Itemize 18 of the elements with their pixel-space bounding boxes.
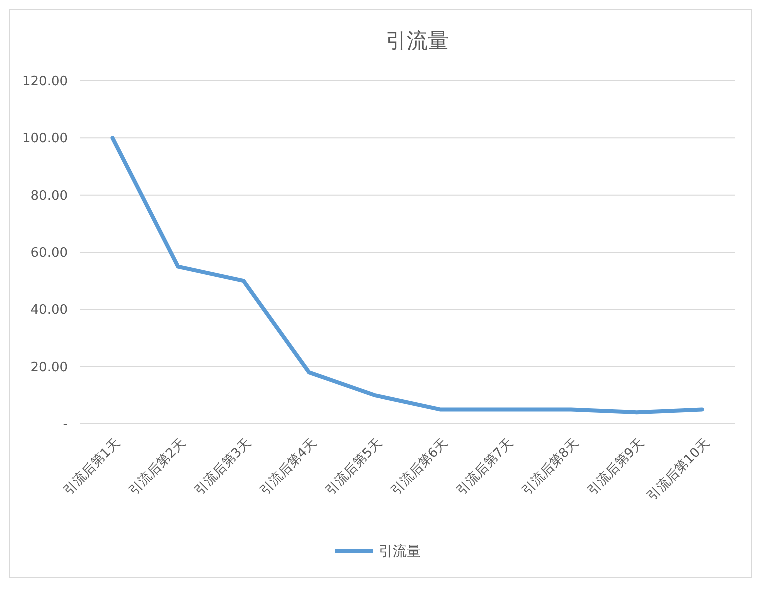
x-tick-label: 引流后第3天 xyxy=(191,436,255,499)
legend-label: 引流量 xyxy=(379,544,421,560)
y-tick-label: 120.00 xyxy=(22,74,68,90)
x-tick-label: 引流后第4天 xyxy=(256,436,320,499)
y-tick-label: 20.00 xyxy=(30,360,68,376)
y-tick-label: - xyxy=(63,418,68,433)
y-tick-label: 60.00 xyxy=(30,246,68,262)
x-tick-label: 引流后第6天 xyxy=(388,436,452,499)
chart-title: 引流量 xyxy=(386,29,449,53)
x-tick-label: 引流后第1天 xyxy=(60,436,124,499)
x-tick-label: 引流后第8天 xyxy=(518,436,582,499)
y-tick-label: 100.00 xyxy=(22,132,68,147)
x-tick-label: 引流后第5天 xyxy=(322,436,386,499)
y-tick-label: 40.00 xyxy=(30,303,68,318)
line-series xyxy=(110,136,704,415)
x-tick-label: 引流后第2天 xyxy=(126,436,190,499)
y-tick-label: 80.00 xyxy=(30,188,68,204)
x-tick-label: 引流后第7天 xyxy=(453,436,517,499)
